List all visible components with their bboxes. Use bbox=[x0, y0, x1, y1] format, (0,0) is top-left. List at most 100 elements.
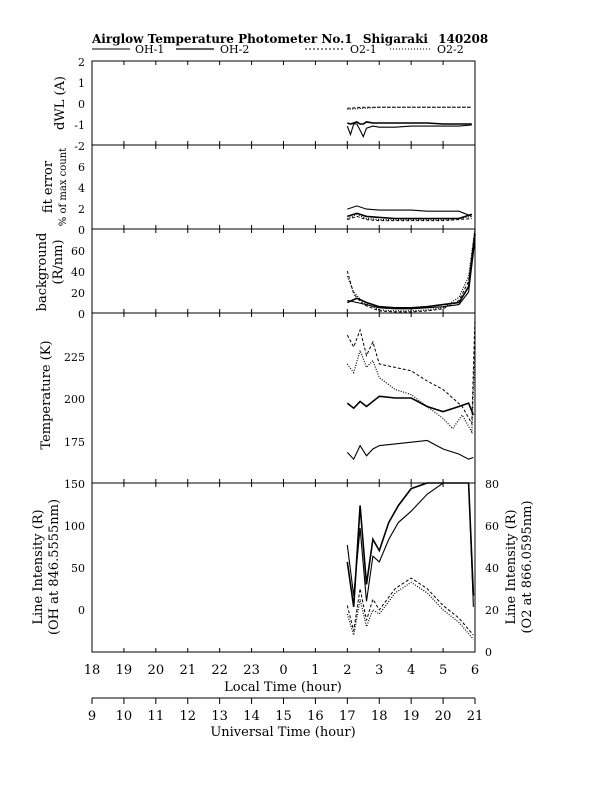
title-text: Airglow Temperature Photometer No.1 bbox=[92, 32, 353, 46]
tick: 40 bbox=[71, 266, 85, 279]
series-oh-2-line bbox=[347, 121, 472, 125]
legend-label-o22: O2-2 bbox=[437, 43, 464, 56]
series-o2-1-line bbox=[347, 106, 472, 109]
ut-tick-label: 13 bbox=[211, 709, 228, 724]
bg-ylabel: background bbox=[35, 233, 50, 312]
series-oh-1-line bbox=[346, 482, 474, 607]
series-o2-2-line bbox=[346, 228, 476, 312]
local-time-tick: 23 bbox=[243, 663, 260, 678]
local-time-tick: 20 bbox=[148, 663, 165, 678]
legend-label-oh1: OH-1 bbox=[135, 43, 164, 56]
tick: 0 bbox=[78, 98, 85, 111]
local-time-tick: 21 bbox=[179, 663, 196, 678]
panel-dwl bbox=[91, 60, 476, 146]
local-time-tick: 1 bbox=[311, 663, 319, 678]
tick: 20 bbox=[71, 287, 85, 300]
ticks-layer: 18 9 19 10 20 11 21 12 22 13 23 14 0 15 1 16 2 17 3 18 4 19 5 2… bbox=[84, 61, 484, 724]
int-rlabel2: (O2 at 866.0595nm) bbox=[520, 500, 535, 633]
fit-ticks: 6 4 2 0 bbox=[78, 161, 85, 237]
local-time-tick: 19 bbox=[116, 663, 133, 678]
tick: 225 bbox=[64, 351, 85, 364]
int-ylabel2: (OH at 846.5555nm) bbox=[47, 499, 62, 635]
tick: 20 bbox=[485, 604, 499, 617]
series-o2-1-line bbox=[346, 316, 476, 426]
panel-int bbox=[91, 482, 476, 653]
series-oh-1-line bbox=[346, 439, 474, 461]
ut-tick-label: 17 bbox=[339, 709, 356, 724]
series-o2-1-line bbox=[346, 577, 474, 636]
ut-tick-label: 11 bbox=[148, 709, 165, 724]
temp-ticks: 225 200 175 bbox=[64, 351, 85, 449]
int-right-ticks: 80 60 40 20 0 bbox=[485, 478, 499, 659]
series-o2-2-line bbox=[347, 213, 472, 221]
local-time-tick: 18 bbox=[84, 663, 101, 678]
tick: 1 bbox=[78, 77, 85, 90]
tick: 0 bbox=[78, 308, 85, 321]
temp-ylabel: Temperature (K) bbox=[39, 340, 54, 449]
series-o2-1-line bbox=[346, 228, 476, 313]
ut-tick-label: 12 bbox=[179, 709, 196, 724]
dwl-ylabel: dWL (A) bbox=[53, 76, 68, 130]
ut-tick-label: 18 bbox=[371, 709, 388, 724]
tick: 0 bbox=[78, 604, 85, 617]
tick: 200 bbox=[64, 393, 85, 406]
ut-tick-label: 15 bbox=[275, 709, 292, 724]
bg-ticks: 60 40 20 0 bbox=[71, 245, 85, 321]
series-o2-2-line bbox=[346, 581, 474, 640]
tick: 150 bbox=[64, 478, 85, 491]
ut-tick-label: 16 bbox=[307, 709, 324, 724]
series-layer bbox=[346, 106, 476, 640]
int-rlabel: Line Intensity (R) bbox=[504, 509, 519, 624]
tick: 0 bbox=[78, 224, 85, 237]
dwl-ticks: 2 1 0 -1 -2 bbox=[74, 56, 85, 153]
tick: 4 bbox=[78, 182, 85, 195]
chart-title: Airglow Temperature Photometer No.1 Shig… bbox=[92, 32, 494, 46]
ut-tick-label: 21 bbox=[467, 709, 484, 724]
tick: 100 bbox=[64, 520, 85, 533]
series-oh-1-line bbox=[346, 123, 472, 138]
ut-tick-label: 10 bbox=[116, 709, 133, 724]
legend: OH-1 OH-2 O2-1 O2-2 bbox=[92, 43, 464, 56]
legend-label-o21: O2-1 bbox=[350, 43, 377, 56]
local-time-tick: 6 bbox=[471, 663, 479, 678]
station-text: Shigaraki bbox=[362, 32, 428, 46]
fit-ylabel2: % of max count bbox=[58, 148, 69, 226]
ut-tick-label: 14 bbox=[243, 709, 260, 724]
series-oh-2-line bbox=[346, 482, 475, 608]
local-time-tick: 5 bbox=[439, 663, 447, 678]
ut-tick-label: 20 bbox=[435, 709, 452, 724]
tick: 2 bbox=[78, 203, 85, 216]
local-time-tick: 0 bbox=[279, 663, 287, 678]
ut-label: Universal Time (hour) bbox=[210, 725, 355, 740]
tick: 0 bbox=[485, 646, 492, 659]
tick: -1 bbox=[74, 119, 85, 132]
fit-ylabel: fit error bbox=[41, 160, 56, 213]
series-oh-2-line bbox=[346, 395, 475, 416]
series-oh-1-line bbox=[347, 205, 473, 217]
int-ticks: 150 100 50 0 bbox=[64, 478, 85, 617]
ut-tick-label: 19 bbox=[403, 709, 420, 724]
tick: -2 bbox=[74, 140, 85, 153]
local-time-tick: 4 bbox=[407, 663, 415, 678]
series-o2-2-line bbox=[346, 346, 476, 435]
local-time-tick: 2 bbox=[343, 663, 351, 678]
series-oh-1-line bbox=[347, 239, 476, 310]
int-ylabel: Line Intensity (R) bbox=[31, 509, 46, 624]
series-oh-2-line bbox=[346, 234, 476, 309]
tick: 60 bbox=[71, 245, 85, 258]
bg-ylabel2: (R/nm) bbox=[51, 239, 66, 284]
tick: 175 bbox=[64, 436, 85, 449]
local-time-tick: 3 bbox=[375, 663, 383, 678]
panel-fit bbox=[91, 144, 476, 230]
date-text: 140208 bbox=[438, 32, 489, 46]
tick: 40 bbox=[485, 562, 499, 575]
tick: 80 bbox=[485, 478, 499, 491]
tick: 2 bbox=[78, 56, 85, 69]
ut-tick-label: 9 bbox=[88, 709, 96, 724]
tick: 6 bbox=[78, 161, 85, 174]
series-o2-1-line bbox=[347, 215, 472, 222]
local-time-label: Local Time (hour) bbox=[224, 680, 342, 695]
legend-label-oh2: OH-2 bbox=[220, 43, 249, 56]
